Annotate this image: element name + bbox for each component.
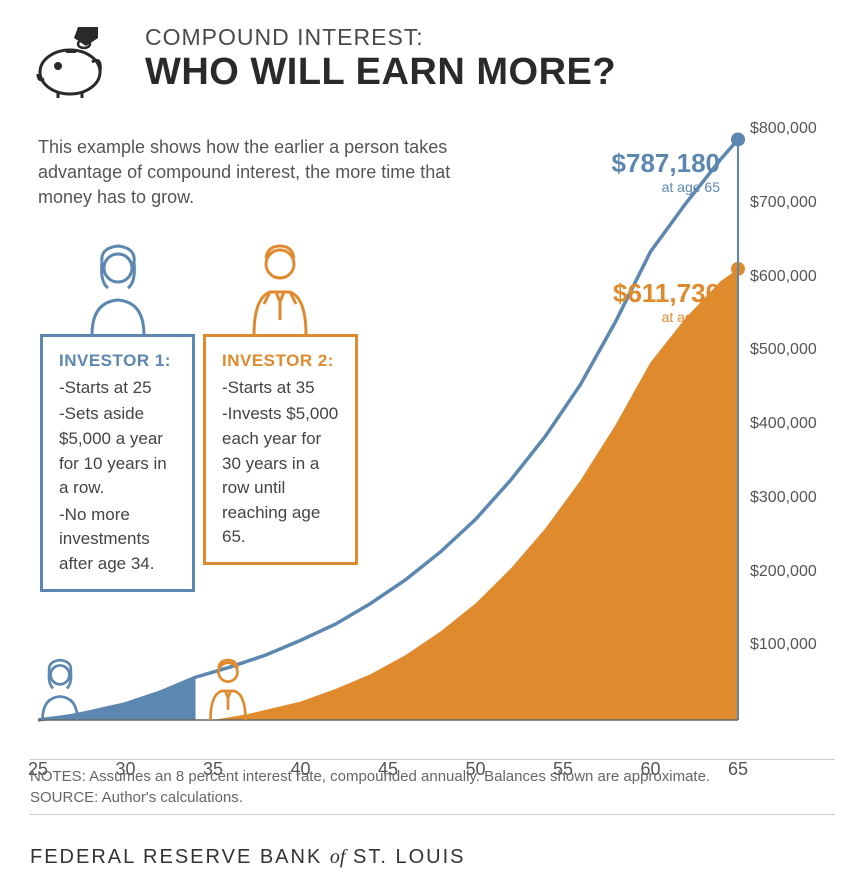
investor2-small-icon [200, 656, 256, 720]
investor2-card: INVESTOR 2: -Starts at 35 -Invests $5,00… [203, 334, 358, 565]
y-tick-label: $100,000 [750, 636, 835, 654]
header: COMPOUND INTEREST: WHO WILL EARN MORE? [0, 0, 865, 109]
subtitle: COMPOUND INTEREST: [145, 24, 835, 51]
y-tick-label: $200,000 [750, 563, 835, 581]
investor2-bullets: -Starts at 35 -Invests $5,000 each year … [222, 376, 339, 550]
y-tick-label: $300,000 [750, 489, 835, 507]
y-tick-label: $400,000 [750, 415, 835, 433]
notes: NOTES: Assumes an 8 percent interest rat… [30, 759, 835, 815]
y-tick-label: $700,000 [750, 194, 835, 212]
investor1-bullets: -Starts at 25 -Sets aside $5,000 a year … [59, 376, 176, 577]
title: WHO WILL EARN MORE? [145, 51, 835, 94]
investor1-small-icon [32, 656, 88, 720]
investor1-person-icon [78, 240, 158, 335]
y-tick-label: $800,000 [750, 120, 835, 138]
notes-line1: NOTES: Assumes an 8 percent interest rat… [30, 766, 835, 787]
y-tick-label: $600,000 [750, 268, 835, 286]
notes-line2: SOURCE: Author's calculations. [30, 787, 835, 808]
investor1-final-value: $787,180 at age 65 [612, 148, 720, 195]
piggy-bank-icon [30, 24, 125, 99]
footer-attribution: FEDERAL RESERVE BANK of ST. LOUIS [30, 846, 465, 869]
chart-area: $787,180 at age 65 $611,730 at age 65 IN… [38, 130, 835, 750]
y-tick-label: $500,000 [750, 341, 835, 359]
investor1-label: INVESTOR 1: [59, 349, 176, 374]
investor2-label: INVESTOR 2: [222, 349, 339, 374]
investor2-final-value: $611,730 at age 65 [613, 278, 720, 325]
investor1-card: INVESTOR 1: -Starts at 25 -Sets aside $5… [40, 334, 195, 592]
investor2-person-icon [240, 240, 320, 335]
header-text: COMPOUND INTEREST: WHO WILL EARN MORE? [145, 24, 835, 94]
